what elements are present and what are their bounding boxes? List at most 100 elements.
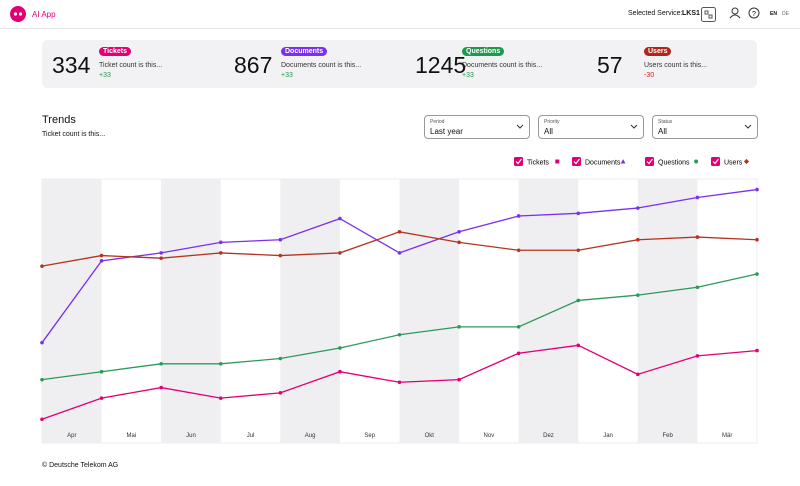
point: [159, 251, 163, 255]
stat-badge: Documents: [281, 47, 328, 56]
point: [457, 377, 461, 382]
legend-label: Tickets: [527, 160, 549, 167]
point: [576, 298, 581, 303]
stat-caption: Documents count is this...: [462, 62, 543, 69]
stat-badge: Tickets: [99, 47, 131, 56]
legend-marker: [743, 158, 750, 165]
point: [755, 237, 759, 242]
band: [42, 179, 102, 443]
legend-item[interactable]: Tickets: [514, 157, 549, 167]
svg-text:?: ?: [752, 11, 756, 18]
app-logo[interactable]: [10, 6, 26, 22]
legend-checkbox: [711, 157, 720, 166]
legend-label: Users: [724, 160, 743, 167]
legend-checkbox: [572, 157, 581, 166]
legend-item[interactable]: Users: [711, 157, 743, 167]
user-icon[interactable]: [729, 7, 741, 19]
point: [397, 380, 402, 385]
point: [278, 356, 283, 361]
point: [457, 240, 461, 245]
legend-marker: [555, 159, 560, 164]
point: [636, 237, 640, 242]
filter-label: Status: [658, 119, 673, 125]
filter-dropdown[interactable]: Period Last year: [424, 115, 530, 139]
point: [695, 235, 700, 239]
point: [516, 214, 521, 218]
x-tick-label: Aug: [305, 433, 316, 439]
point: [516, 351, 521, 356]
stat-value: 1245: [415, 52, 467, 78]
point: [636, 206, 640, 210]
point: [40, 377, 44, 382]
help-icon[interactable]: ?: [748, 7, 760, 19]
trends-subtitle: Ticket count is this...: [42, 131, 106, 138]
point: [457, 230, 461, 234]
point: [516, 325, 521, 329]
point: [338, 346, 342, 350]
band: [637, 179, 698, 443]
stats-card: [42, 40, 757, 88]
stat-delta: +33: [462, 72, 474, 79]
point: [636, 293, 640, 297]
point: [338, 251, 342, 255]
x-tick-label: Mai: [127, 433, 137, 439]
point: [278, 253, 283, 258]
filter-dropdown[interactable]: Priority All: [538, 115, 644, 139]
check: [573, 158, 580, 165]
x-tick-label: Dez: [543, 433, 554, 439]
band: [161, 179, 221, 443]
band: [280, 179, 340, 443]
check: [515, 158, 522, 165]
filter-label: Period: [430, 119, 445, 125]
footer: © Deutsche Telekom AG: [42, 462, 119, 469]
point: [99, 259, 104, 263]
stat-caption: Ticket count is this...: [99, 62, 163, 69]
point: [338, 369, 342, 374]
point: [755, 348, 759, 353]
point: [695, 195, 700, 200]
stat-delta: +33: [99, 72, 111, 79]
point: [40, 264, 44, 268]
lang-en[interactable]: EN: [770, 11, 777, 17]
point: [159, 362, 163, 366]
filter-value: All: [658, 127, 667, 136]
service-button[interactable]: [701, 7, 716, 22]
x-tick-label: Nov: [484, 433, 495, 439]
band: [399, 179, 460, 443]
chevron: [630, 124, 638, 129]
check: [712, 158, 719, 165]
point: [159, 256, 163, 260]
x-tick-label: Jan: [603, 433, 613, 439]
lang-de[interactable]: DE: [782, 11, 789, 17]
point: [99, 396, 104, 400]
legend-marker: [620, 159, 626, 164]
x-tick-label: Okt: [425, 433, 435, 439]
point: [457, 325, 461, 329]
legend-item[interactable]: Questions: [645, 157, 690, 167]
point: [40, 417, 44, 422]
point: [576, 248, 581, 253]
stat-value: 57: [597, 52, 623, 78]
legend-item[interactable]: Documents: [572, 157, 621, 167]
service-label: Selected Service:: [628, 10, 683, 17]
x-tick-label: Sep: [364, 433, 375, 439]
point: [159, 385, 163, 390]
point: [218, 251, 223, 255]
legend-marker: [694, 159, 699, 164]
x-tick-label: Jul: [247, 433, 255, 439]
legend-label: Documents: [585, 160, 621, 167]
point: [397, 332, 402, 337]
point: [397, 230, 402, 234]
point: [278, 391, 283, 395]
filter-dropdown[interactable]: Status All: [652, 115, 758, 139]
band: [518, 179, 579, 443]
point: [695, 285, 700, 290]
point: [218, 396, 223, 400]
x-tick-label: Jun: [186, 433, 196, 439]
point: [99, 253, 104, 258]
stat-badge: Questions: [462, 47, 505, 56]
stat-caption: Documents count is this...: [281, 62, 362, 69]
x-tick-label: Apr: [67, 433, 76, 439]
point: [218, 362, 223, 366]
stat-delta: +33: [281, 72, 293, 79]
